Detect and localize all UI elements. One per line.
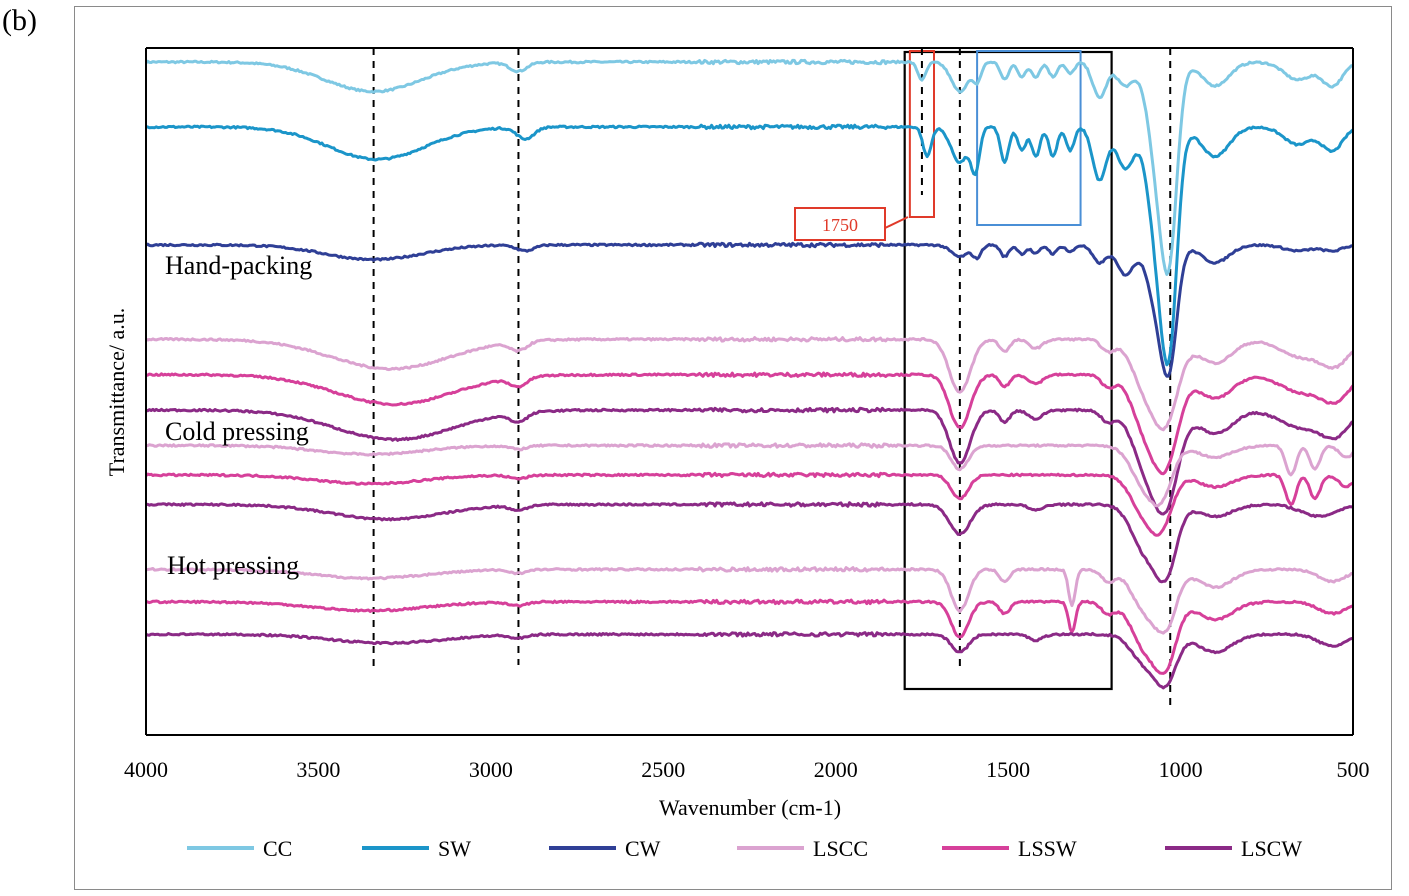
legend-label-cc: CC	[263, 836, 292, 861]
series-lscw-hot-pressing	[145, 631, 1354, 690]
group-label-hot-pressing: Hot pressing	[167, 551, 299, 580]
series-cw-raw	[145, 241, 1354, 378]
series-lscc-cold-pressing	[145, 442, 1355, 508]
annotation-1750-label: 1750	[822, 215, 858, 235]
x-tick-label: 1500	[986, 757, 1030, 782]
annotation-1750-leader	[884, 216, 909, 229]
group-label-hand-packing: Hand-packing	[165, 251, 312, 280]
legend-label-cw: CW	[625, 836, 661, 861]
x-tick-label: 2000	[814, 757, 858, 782]
legend-label-sw: SW	[438, 836, 471, 861]
legend-label-lssw: LSSW	[1018, 836, 1077, 861]
series-lscw-cold-pressing	[145, 501, 1354, 584]
series-lscw-hand-packing	[145, 406, 1354, 516]
x-tick-label: 3000	[469, 757, 513, 782]
x-tick-label: 1000	[1159, 757, 1203, 782]
series-lssw-cold-pressing	[144, 471, 1354, 537]
annotation-1750-box	[794, 207, 886, 241]
legend-label-lscc: LSCC	[813, 836, 868, 861]
x-tick-label: 3500	[296, 757, 340, 782]
series-lscc-hand-packing	[145, 336, 1354, 432]
series-lscc-hot-pressing	[145, 566, 1353, 635]
series-lssw-hand-packing	[145, 371, 1355, 476]
series-lssw-hot-pressing	[145, 598, 1354, 675]
group-label-cold-pressing: Cold pressing	[165, 417, 309, 446]
figure-frame	[74, 6, 1392, 890]
panel-label: (b)	[2, 4, 37, 37]
x-tick-label: 4000	[124, 757, 168, 782]
series-sw-raw	[145, 123, 1354, 367]
x-tick-label: 2500	[641, 757, 685, 782]
region-box-blue	[976, 50, 1082, 226]
y-axis-title: Transmittance/ a.u.	[104, 308, 129, 476]
series-cc-raw	[144, 58, 1354, 276]
legend-label-lscw: LSCW	[1241, 836, 1302, 861]
x-tick-label: 500	[1337, 757, 1370, 782]
x-axis-title: Wavenumber (cm-1)	[659, 795, 841, 820]
